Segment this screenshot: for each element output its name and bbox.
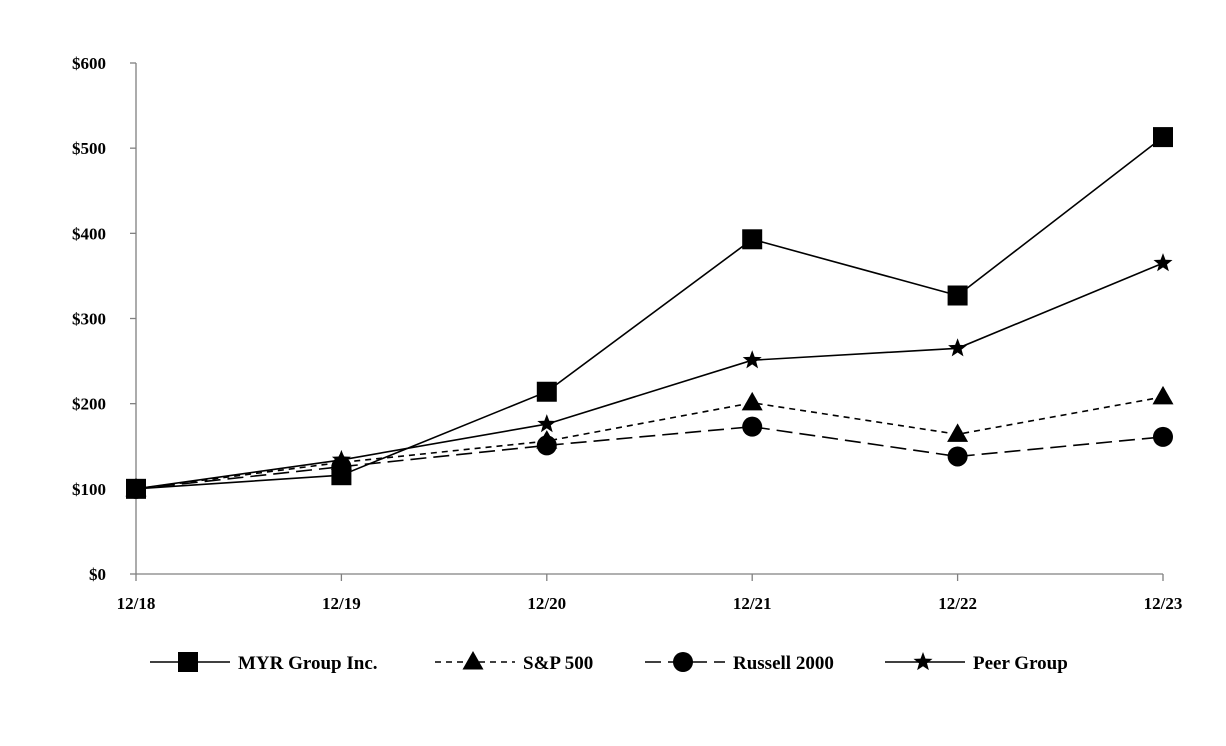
legend-item-russell-2000: Russell 2000 <box>645 652 834 674</box>
axes: $0 $100 $200 $300 $400 $500 $600 12/18 12/19 12/2… <box>72 54 1182 613</box>
series-line-myr-group-inc <box>135 136 1164 490</box>
x-tick-label: 12/19 <box>322 594 361 613</box>
data-point-s-p-500 <box>1152 385 1174 405</box>
y-tick-label: $300 <box>72 310 106 329</box>
data-point-peer-group <box>948 338 968 357</box>
legend-item-s-p-500: S&P 500 <box>435 651 593 674</box>
legend-marker <box>178 652 198 672</box>
x-tick-label: 12/23 <box>1144 594 1183 613</box>
series-line-s-p-500 <box>135 396 1164 490</box>
legend-item-peer-group: Peer Group <box>885 652 1068 674</box>
legend-label: S&P 500 <box>523 653 593 674</box>
legend-label: Russell 2000 <box>733 653 834 674</box>
data-point-peer-group <box>126 478 146 497</box>
data-point-peer-group <box>537 414 557 433</box>
x-tick-label: 12/20 <box>527 594 566 613</box>
data-point-myr-group-inc <box>742 229 763 250</box>
series-line-peer-group <box>135 262 1164 490</box>
data-point-myr-group-inc <box>536 381 557 402</box>
data-point-russell-2000 <box>947 446 968 467</box>
x-tick-label: 12/22 <box>938 594 977 613</box>
legend-marker <box>673 652 693 672</box>
data-point-myr-group-inc <box>947 285 968 306</box>
legend-marker <box>462 651 484 670</box>
y-tick-label: $600 <box>72 54 106 73</box>
legend-item-myr-group-inc: MYR Group Inc. <box>150 652 378 674</box>
data-point-peer-group <box>1153 253 1173 272</box>
data-point-russell-2000 <box>742 416 763 437</box>
legend-label: Peer Group <box>973 653 1068 674</box>
series-markers <box>125 127 1174 499</box>
series-lines <box>135 136 1164 490</box>
data-point-s-p-500 <box>741 391 763 411</box>
x-tick-label: 12/21 <box>733 594 772 613</box>
legend-label: MYR Group Inc. <box>238 653 378 674</box>
legend: MYR Group Inc. S&P 500 Russell 2000 Peer Gr… <box>150 651 1068 674</box>
y-tick-label: $0 <box>89 565 106 584</box>
y-tick-label: $400 <box>72 224 106 243</box>
series-line-russell-2000 <box>135 425 1164 490</box>
data-point-russell-2000 <box>1153 426 1173 447</box>
data-point-russell-2000 <box>536 435 557 456</box>
data-point-peer-group <box>331 449 351 468</box>
data-point-russell-2000 <box>331 456 352 477</box>
legend-marker <box>913 652 933 671</box>
data-point-s-p-500 <box>947 423 969 442</box>
y-tick-label: $500 <box>72 139 106 158</box>
x-tick-label: 12/18 <box>117 594 156 613</box>
y-tick-label: $100 <box>72 480 106 499</box>
y-tick-label: $200 <box>72 395 106 414</box>
data-point-myr-group-inc <box>1153 127 1173 148</box>
data-point-peer-group <box>742 350 762 369</box>
